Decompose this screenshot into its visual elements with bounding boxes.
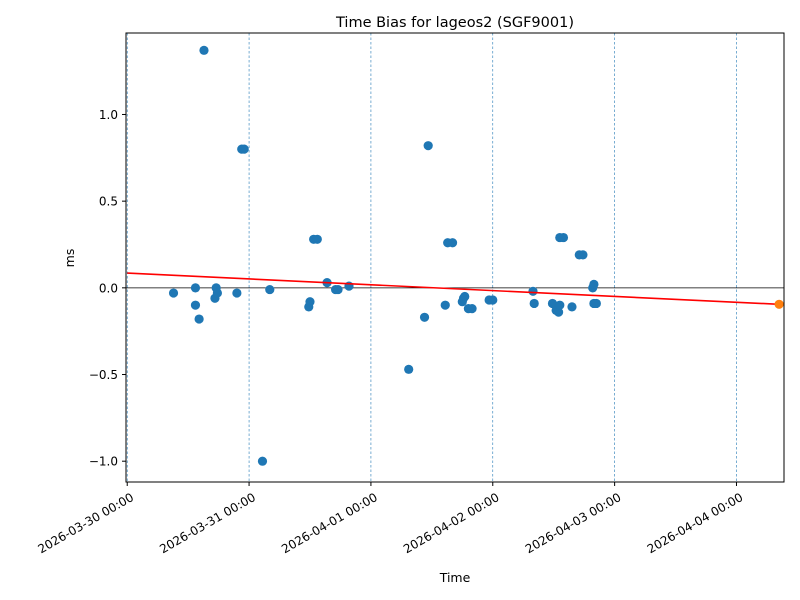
data-point	[199, 45, 209, 55]
plot-frame	[125, 32, 785, 483]
data-point	[212, 288, 222, 298]
trend-line	[127, 272, 780, 306]
forecast-point	[774, 299, 784, 309]
data-point	[194, 314, 204, 324]
data-point	[168, 288, 179, 298]
data-point	[591, 298, 601, 309]
data-point	[232, 288, 242, 298]
data-point	[239, 144, 249, 154]
data-point	[555, 300, 565, 310]
data-point	[312, 234, 322, 244]
chart-title: Time Bias for lageos2 (SGF9001)	[335, 15, 574, 31]
data-point	[423, 141, 433, 151]
data-point	[419, 312, 430, 322]
data-point	[488, 295, 498, 305]
observation-points	[168, 45, 601, 466]
data-point	[558, 232, 569, 243]
data-point	[589, 279, 599, 289]
data-point	[547, 298, 558, 309]
data-point	[190, 283, 201, 293]
data-point	[440, 300, 450, 310]
data-point	[529, 298, 539, 309]
data-point	[257, 456, 268, 466]
y-tick-label: 0.0	[99, 281, 118, 295]
data-point	[447, 238, 458, 248]
y-tick-label: 1.0	[99, 108, 118, 122]
y-axis-label: ms	[62, 249, 77, 268]
y-tick-label: −1.0	[89, 455, 118, 469]
y-tick-label: −0.5	[89, 368, 118, 382]
data-point	[528, 286, 538, 296]
forecast-point-group	[774, 299, 784, 309]
data-point	[553, 307, 564, 317]
y-tick-label: 0.5	[99, 195, 118, 209]
data-point	[404, 364, 414, 374]
grid-lines	[126, 33, 737, 482]
data-point	[578, 250, 588, 260]
data-point	[460, 291, 470, 302]
y-axis-ticks: −1.0 −0.5 0.0 0.5 1.0	[89, 108, 126, 469]
data-point	[567, 302, 577, 312]
data-point	[467, 304, 477, 314]
trend-line-group	[127, 272, 780, 306]
x-axis-label: Time	[439, 570, 471, 585]
data-point	[265, 284, 275, 295]
data-point	[305, 297, 315, 307]
data-point	[333, 284, 343, 295]
data-point	[190, 300, 201, 310]
